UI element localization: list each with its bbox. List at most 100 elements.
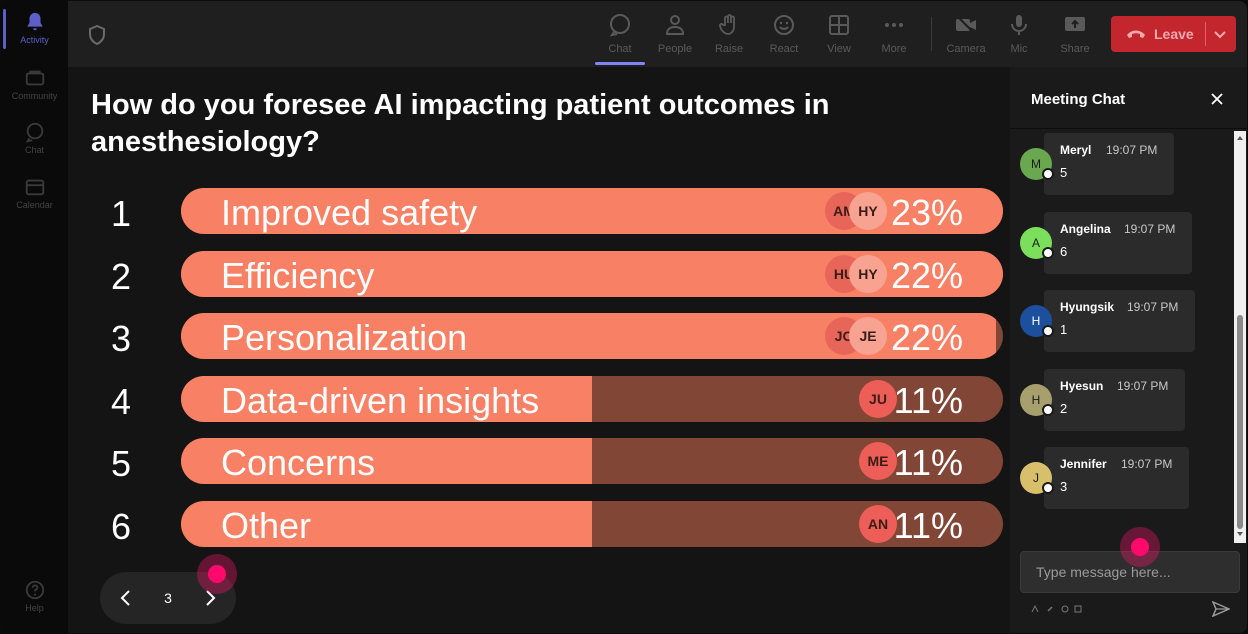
sender-name: Meryl xyxy=(1060,143,1092,157)
scroll-down-arrow-icon[interactable] xyxy=(1237,531,1243,537)
more-button[interactable]: More xyxy=(867,11,921,59)
mic-icon xyxy=(1011,15,1027,35)
poll-option-row: 2 Efficiency HU HY 22% xyxy=(101,250,1005,298)
chat-title: Meeting Chat xyxy=(1031,91,1126,108)
raise-hand-button[interactable]: Raise xyxy=(702,11,756,59)
option-label: Other xyxy=(221,504,312,546)
sender-name: Jennifer xyxy=(1060,457,1107,471)
rail-item-chat[interactable]: Chat xyxy=(1,121,68,173)
rail-item-calendar[interactable]: Calendar xyxy=(1,176,68,228)
message-text: 1 xyxy=(1060,322,1068,337)
result-bar-fill xyxy=(181,375,592,422)
result-bar: Concerns ME 11% xyxy=(181,438,1003,484)
message-time: 19:07 PM xyxy=(1121,457,1173,471)
chat-icon xyxy=(25,122,43,143)
pointer-highlight xyxy=(1120,527,1160,567)
bell-icon xyxy=(27,12,42,31)
voter-avatar: AN xyxy=(859,504,897,543)
rail-item-help[interactable]: Help xyxy=(1,579,68,631)
option-number: 5 xyxy=(110,443,132,484)
attach-icon[interactable] xyxy=(1046,605,1054,613)
message-bubble: Hyesun 19:07 PM 2 xyxy=(1044,368,1185,431)
toolbar-divider xyxy=(931,17,932,51)
more-dots-icon xyxy=(885,23,903,27)
message-time: 19:07 PM xyxy=(1106,143,1158,157)
poll-option-row: 4 Data-driven insights JU 11% xyxy=(101,375,1005,423)
option-label: Personalization xyxy=(221,317,468,358)
message-text: 3 xyxy=(1060,479,1068,494)
format-icon[interactable] xyxy=(1031,605,1039,613)
result-bar: Efficiency HU HY 22% xyxy=(181,250,1003,297)
chevron-down-icon[interactable] xyxy=(1213,27,1227,41)
pointer-highlight xyxy=(197,554,237,594)
emoji-icon[interactable] xyxy=(1061,605,1069,613)
option-label: Efficiency xyxy=(221,254,375,296)
react-button[interactable]: React xyxy=(757,11,811,59)
rail-item-activity[interactable]: Activity xyxy=(1,11,68,63)
voter-avatar: HY xyxy=(849,254,887,293)
result-bar-fill xyxy=(181,438,592,484)
voter-avatar: HY xyxy=(849,192,887,230)
voter-avatar: ME xyxy=(859,442,897,480)
option-percentage: 22% xyxy=(890,254,963,296)
sender-name: Angelina xyxy=(1060,221,1111,236)
leave-divider xyxy=(1205,22,1206,46)
phone-hangup-icon xyxy=(1127,30,1145,38)
option-label: Concerns xyxy=(221,442,376,483)
chat-message-input[interactable] xyxy=(1020,551,1240,593)
presence-status-icon xyxy=(1042,325,1054,337)
meeting-chat-panel: Meeting Chat Meryl 19:07 PM 5 M Angelina… xyxy=(1010,67,1247,633)
page-number: 3 xyxy=(164,590,172,606)
option-percentage: 11% xyxy=(893,504,963,546)
send-icon[interactable] xyxy=(1212,601,1230,617)
meeting-toolbar: Chat People Raise React View More Camera xyxy=(68,1,1247,67)
presence-status-icon xyxy=(1042,403,1054,416)
camera-button[interactable]: Camera xyxy=(939,11,993,59)
view-button[interactable]: View xyxy=(812,11,866,59)
rail-active-indicator xyxy=(3,9,6,49)
sender-name: Hyesun xyxy=(1060,378,1104,393)
poll-option-row: 5 Concerns ME 11% xyxy=(101,437,1005,485)
message-bubble: Jennifer 19:07 PM 3 xyxy=(1044,447,1189,509)
option-number: 2 xyxy=(110,255,132,297)
message-text: 5 xyxy=(1060,165,1068,180)
smiley-icon xyxy=(774,15,794,35)
chat-button[interactable]: Chat xyxy=(593,11,647,65)
voter-avatar: JU xyxy=(859,379,897,418)
chevron-right-icon[interactable] xyxy=(200,588,220,608)
community-icon xyxy=(25,70,44,86)
poll-option-row: 3 Personalization JO JE 22% xyxy=(101,312,1005,360)
shield-icon[interactable] xyxy=(88,25,106,45)
people-button[interactable]: People xyxy=(648,11,702,59)
presence-status-icon xyxy=(1042,482,1054,494)
chat-scrollbar-thumb[interactable] xyxy=(1237,315,1243,529)
presence-status-icon xyxy=(1042,246,1054,259)
result-bar: Data-driven insights JU 11% xyxy=(181,375,1003,422)
message-bubble: Angelina 19:07 PM 6 xyxy=(1044,211,1192,274)
message-time: 19:07 PM xyxy=(1124,221,1176,236)
message-text: 6 xyxy=(1060,243,1068,259)
left-rail: Activity Community Chat Calendar Help xyxy=(1,1,68,633)
chevron-left-icon[interactable] xyxy=(116,588,136,608)
message-time: 19:07 PM xyxy=(1117,378,1169,393)
rail-item-community[interactable]: Community xyxy=(1,67,68,119)
sender-name: Hyungsik xyxy=(1060,300,1115,314)
option-percentage: 11% xyxy=(893,442,963,483)
option-percentage: 11% xyxy=(893,379,963,421)
option-number: 4 xyxy=(110,380,132,422)
presence-status-icon xyxy=(1042,168,1054,180)
calendar-icon xyxy=(25,179,44,196)
close-icon[interactable] xyxy=(1209,91,1225,107)
mic-button[interactable]: Mic xyxy=(992,11,1046,59)
poll-question: How do you foresee AI impacting patient … xyxy=(91,89,830,158)
people-icon xyxy=(665,15,685,35)
share-button[interactable]: Share xyxy=(1048,11,1102,59)
chat-header: Meeting Chat xyxy=(1010,67,1247,129)
chat-icon xyxy=(609,14,630,37)
result-bar: Other AN 11% xyxy=(181,500,1003,547)
scroll-up-arrow-icon[interactable] xyxy=(1237,135,1243,141)
option-number: 1 xyxy=(110,193,132,234)
leave-button[interactable]: Leave xyxy=(1111,16,1236,52)
gif-icon[interactable] xyxy=(1074,605,1082,613)
